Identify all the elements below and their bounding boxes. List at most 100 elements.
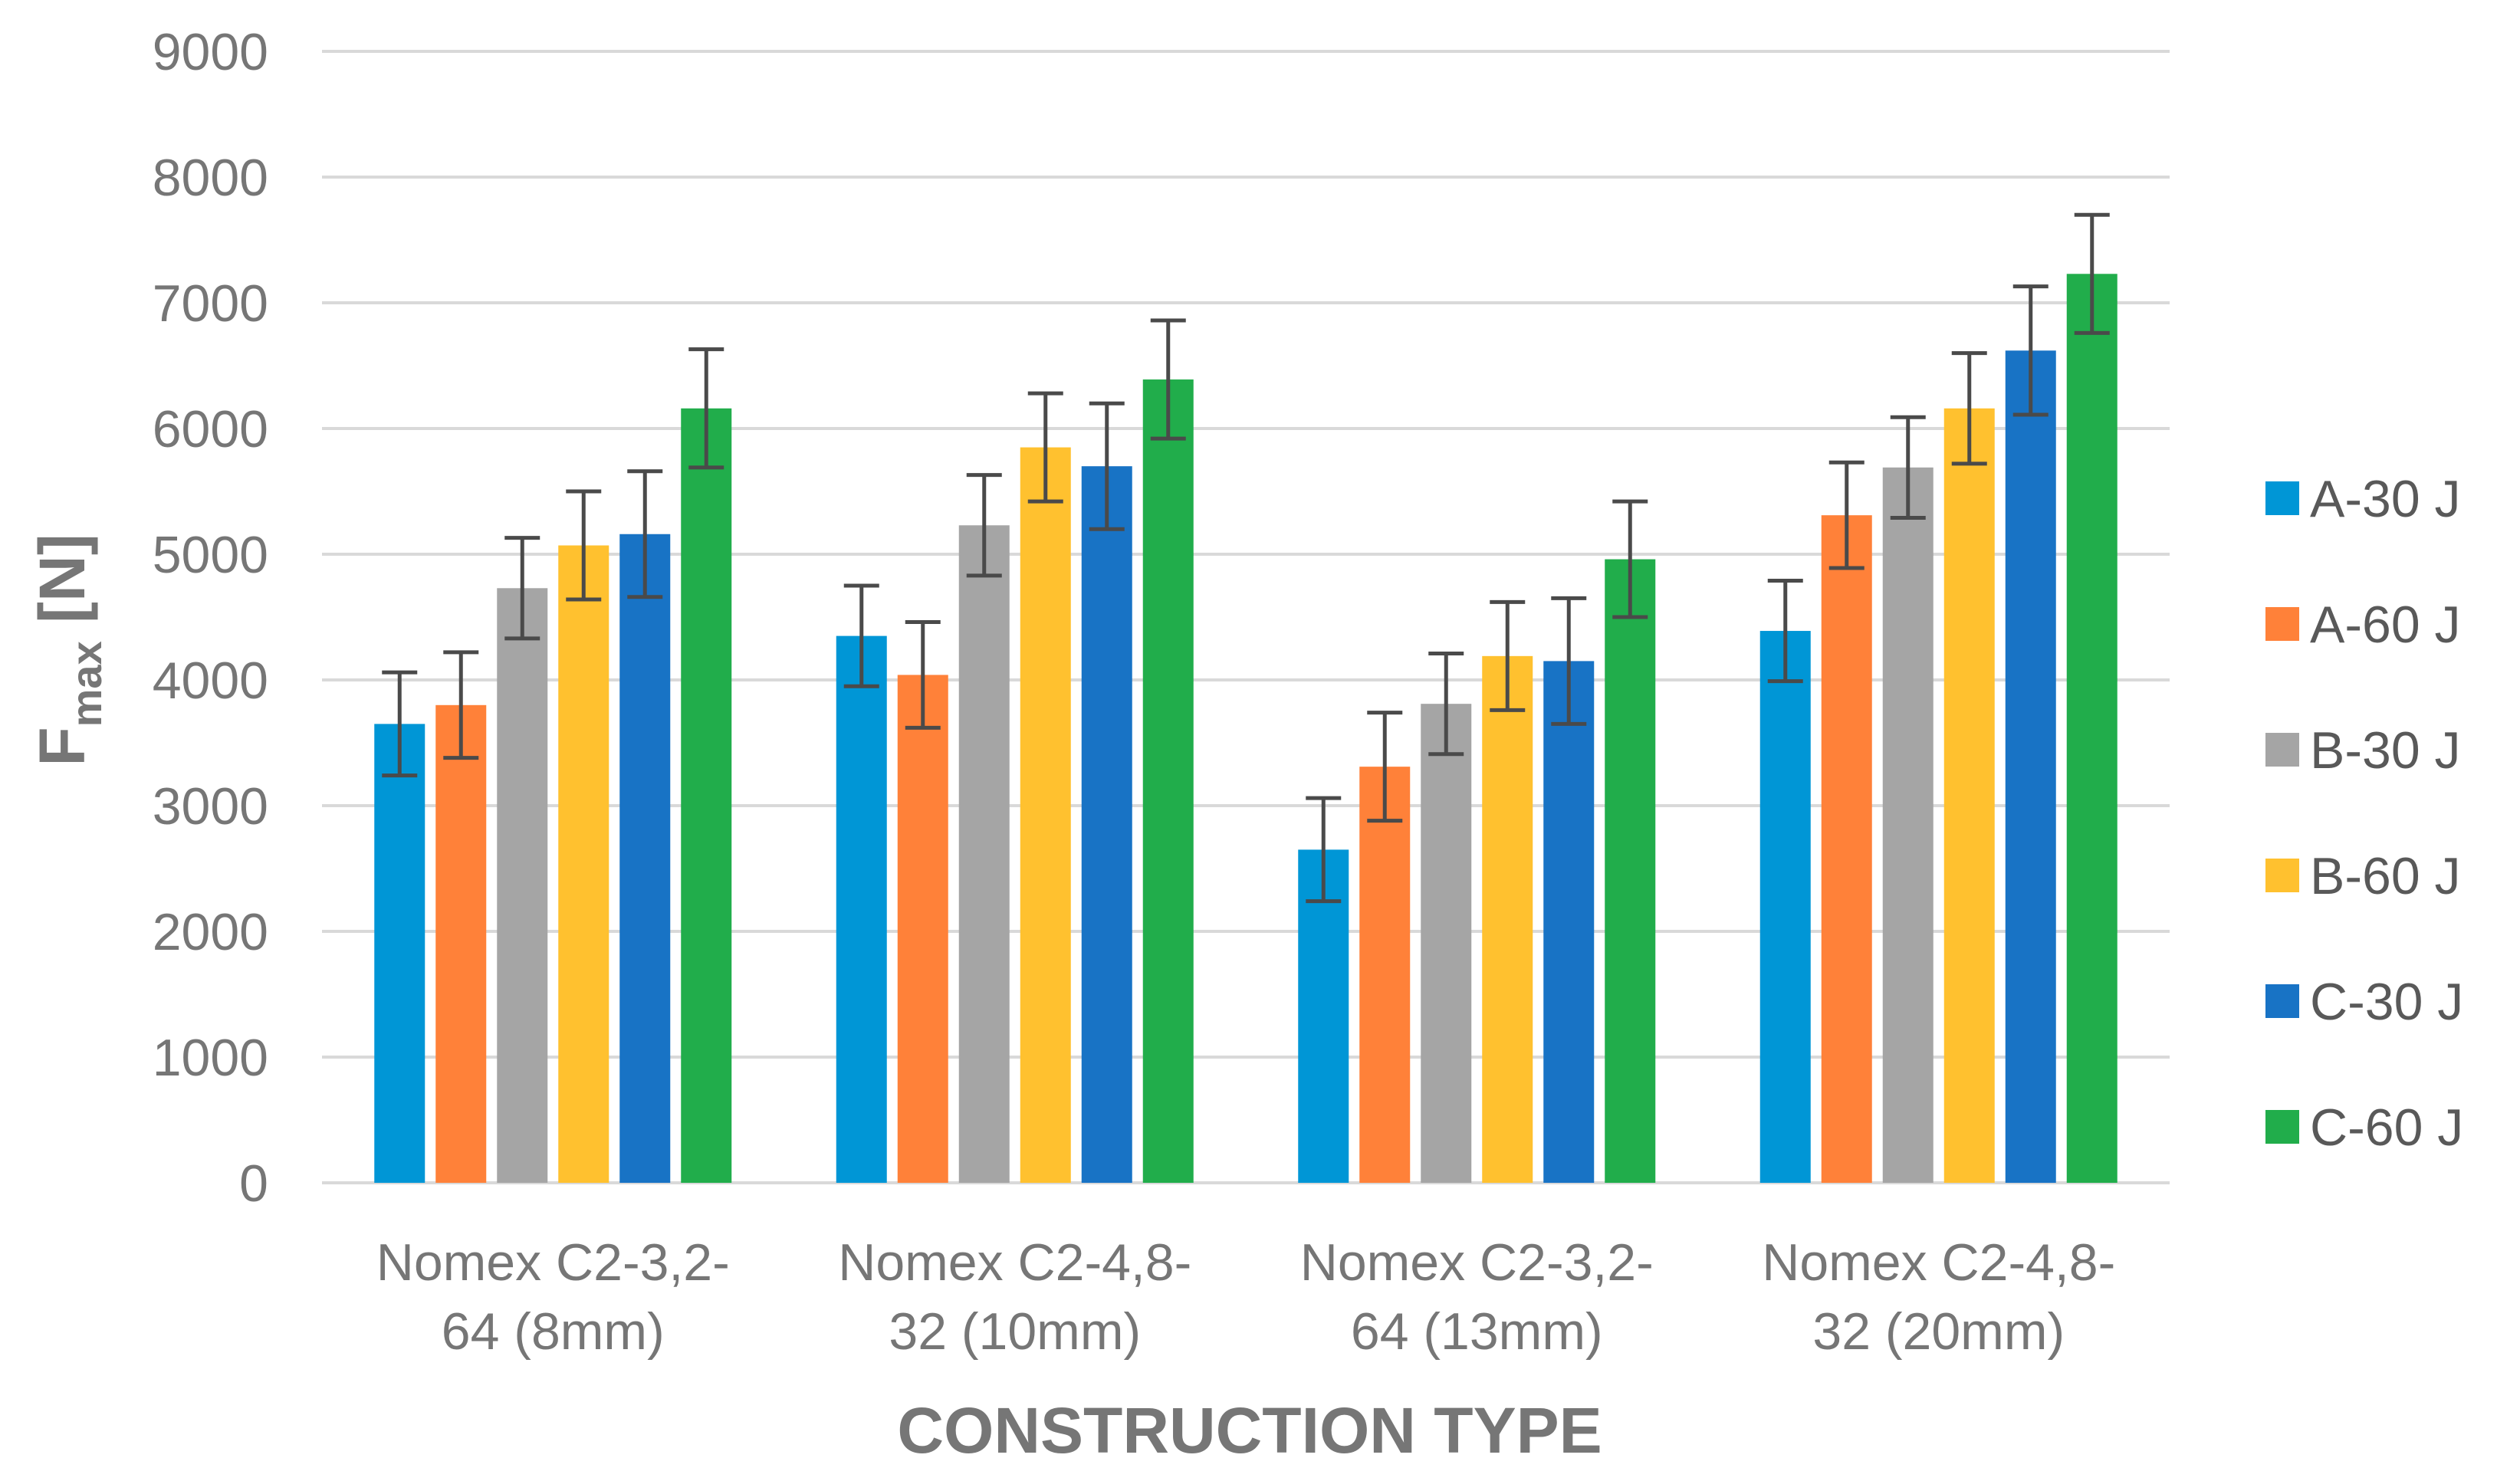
bar-c-30-j-cat-3 — [1543, 661, 1595, 1183]
y-tick-label: 9000 — [153, 23, 268, 81]
bar-a-60-j-cat-3 — [1359, 767, 1411, 1183]
error-bar-a-30-j-cat-1 — [382, 670, 418, 778]
bar-a-30-j-cat-3 — [1298, 849, 1349, 1183]
error-bar-path — [1767, 578, 1803, 684]
legend-item-b-60-j: B-60 J — [2265, 847, 2461, 905]
y-axis-title-subscript: max — [62, 641, 110, 727]
legend-swatch — [2265, 1110, 2299, 1144]
y-tick-label: 4000 — [153, 652, 268, 710]
error-bar-a-60-j-cat-4 — [1828, 460, 1865, 570]
error-bar-a-60-j-cat-3 — [1367, 711, 1403, 823]
legend-label: C-30 J — [2310, 973, 2463, 1031]
legend-item-c-60-j: C-60 J — [2265, 1098, 2463, 1157]
bar-b-60-j-cat-3 — [1482, 655, 1533, 1183]
legend-swatch — [2265, 859, 2299, 892]
bar-c-60-j-cat-3 — [1605, 559, 1656, 1183]
bar-b-60-j-cat-2 — [1020, 447, 1071, 1183]
bar-a-60-j-cat-1 — [435, 704, 487, 1183]
error-bar-path — [504, 536, 540, 641]
error-bar-a-60-j-cat-2 — [905, 620, 941, 730]
svg-text:Fmax [N]: Fmax [N] — [26, 534, 110, 766]
bar-b-30-j-cat-3 — [1421, 704, 1472, 1183]
x-category-label-3: Nomex C2-3,2- 64 (13mm) — [1300, 1233, 1654, 1361]
error-bar-b-30-j-cat-4 — [1890, 415, 1926, 520]
y-tick-label: 8000 — [153, 149, 268, 207]
bar-a-30-j-cat-2 — [836, 635, 887, 1183]
y-tick-label: 5000 — [153, 526, 268, 584]
error-bar-a-30-j-cat-2 — [843, 583, 879, 688]
y-axis-title-unit: [N] — [26, 534, 98, 641]
error-bar-c-30-j-cat-4 — [2012, 284, 2049, 417]
x-axis-title: CONSTRUCTION TYPE — [897, 1394, 1602, 1466]
error-bars — [382, 212, 2110, 904]
y-tick-label: 1000 — [153, 1029, 268, 1087]
error-bar-path — [1428, 652, 1464, 757]
legend-label: B-60 J — [2310, 847, 2461, 905]
error-bar-b-30-j-cat-3 — [1428, 652, 1464, 757]
error-bar-path — [688, 347, 724, 470]
x-category-label-line: 64 (8mm) — [442, 1302, 665, 1361]
bar-c-30-j-cat-4 — [2005, 350, 2056, 1183]
x-category-label-line: Nomex C2-3,2- — [1300, 1233, 1654, 1292]
bar-b-30-j-cat-2 — [958, 525, 1010, 1183]
error-bar-path — [1089, 401, 1125, 531]
error-bar-path — [1828, 460, 1865, 570]
legend-item-c-30-j: C-30 J — [2265, 973, 2463, 1031]
error-bar-b-60-j-cat-1 — [566, 489, 602, 602]
legend-label: C-60 J — [2310, 1098, 2463, 1157]
legend-swatch — [2265, 984, 2299, 1018]
legend-item-a-60-j: A-60 J — [2265, 596, 2461, 654]
error-bar-c-30-j-cat-1 — [627, 469, 663, 599]
legend-label: B-30 J — [2310, 721, 2461, 780]
bar-c-60-j-cat-2 — [1142, 379, 1194, 1183]
bar-b-60-j-cat-4 — [1943, 408, 1995, 1183]
error-bar-a-30-j-cat-3 — [1306, 796, 1342, 904]
bar-b-30-j-cat-4 — [1882, 467, 1934, 1183]
bar-c-60-j-cat-4 — [2066, 274, 2118, 1183]
legend-swatch — [2265, 481, 2299, 515]
x-axis-category-labels: Nomex C2-3,2- 64 (8mm) Nomex C2-4,8- 32 (10… — [376, 1233, 2116, 1361]
legend-item-a-30-j: A-30 J — [2265, 470, 2461, 528]
bar-series — [374, 274, 2118, 1183]
x-category-label-line: 64 (13mm) — [1351, 1302, 1603, 1361]
error-bar-path — [627, 469, 663, 599]
bar-b-60-j-cat-1 — [558, 545, 609, 1183]
x-category-label-2: Nomex C2-4,8- 32 (10mm) — [838, 1233, 1191, 1361]
y-tick-label: 2000 — [153, 903, 268, 961]
error-bar-a-60-j-cat-1 — [443, 650, 479, 760]
x-category-label-1: Nomex C2-3,2- 64 (8mm) — [376, 1233, 730, 1361]
error-bar-path — [2012, 284, 2049, 417]
x-category-label-line: 32 (10mm) — [889, 1302, 1141, 1361]
error-bar-b-60-j-cat-4 — [1951, 351, 1987, 466]
error-bar-c-30-j-cat-3 — [1551, 596, 1587, 726]
bar-b-30-j-cat-1 — [497, 588, 548, 1183]
error-bar-path — [382, 670, 418, 778]
error-bar-c-60-j-cat-3 — [1612, 499, 1648, 619]
bar-c-30-j-cat-1 — [619, 534, 671, 1183]
legend: A-30 J A-60 J B-30 J B-60 J C-30 J C-60 J — [2265, 470, 2463, 1157]
y-tick-label: 6000 — [153, 400, 268, 458]
y-tick-label: 0 — [239, 1154, 268, 1213]
bar-a-30-j-cat-4 — [1759, 631, 1811, 1183]
bar-c-30-j-cat-2 — [1081, 466, 1132, 1183]
y-axis-title-main: F — [26, 727, 98, 766]
error-bar-path — [966, 473, 1002, 578]
x-category-label-line: Nomex C2-4,8- — [1762, 1233, 2115, 1292]
error-bar-b-60-j-cat-2 — [1027, 391, 1063, 504]
y-axis-tick-labels: 0 1000 2000 3000 4000 5000 6000 7000 8000 9000 — [153, 23, 268, 1213]
error-bar-b-30-j-cat-1 — [504, 536, 540, 641]
error-bar-path — [1890, 415, 1926, 520]
error-bar-b-60-j-cat-3 — [1490, 599, 1526, 712]
bar-a-30-j-cat-1 — [374, 724, 425, 1183]
x-category-label-line: Nomex C2-3,2- — [376, 1233, 730, 1292]
error-bar-path — [1367, 711, 1403, 823]
x-category-label-line: Nomex C2-4,8- — [838, 1233, 1191, 1292]
error-bar-path — [566, 489, 602, 602]
y-tick-label: 7000 — [153, 274, 268, 333]
legend-item-b-30-j: B-30 J — [2265, 721, 2461, 780]
legend-label: A-60 J — [2310, 596, 2461, 654]
error-bar-path — [843, 583, 879, 688]
bar-c-60-j-cat-1 — [681, 408, 732, 1183]
error-bar-a-30-j-cat-4 — [1767, 578, 1803, 684]
